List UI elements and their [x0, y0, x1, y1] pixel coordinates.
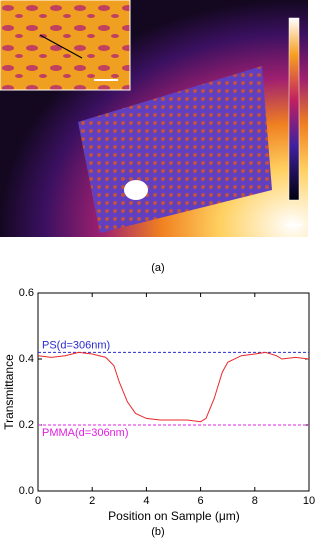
y-tick-label: 0.2 — [19, 419, 34, 431]
y-tick-label: 0.0 — [19, 485, 34, 497]
inset — [0, 0, 131, 91]
colorbar — [288, 17, 300, 201]
x-tick-label: 10 — [303, 495, 315, 507]
panel-label: (b) — [151, 526, 164, 538]
y-tick-label: 0.4 — [19, 353, 34, 365]
x-tick-label: 2 — [89, 495, 95, 507]
profile-line — [39, 34, 83, 59]
x-tick-label: 4 — [143, 495, 149, 507]
x-axis-label: Position on Sample (μm) — [108, 509, 240, 523]
x-tick-label: 6 — [198, 495, 204, 507]
panel-label: (a) — [151, 262, 164, 274]
x-tick-label: 8 — [252, 495, 258, 507]
micrograph — [0, 0, 308, 237]
y-axis-label: Transmittance — [2, 354, 16, 430]
bright-spot — [124, 180, 148, 200]
reference-label: PS(d=306nm) — [42, 339, 110, 351]
reference-label: PMMA(d=306nm) — [42, 427, 129, 439]
plot-frame — [37, 292, 310, 492]
y-tick-label: 0.6 — [19, 287, 34, 299]
x-tick-label: 0 — [35, 495, 41, 507]
figure: (a) (b) Transmittance Position on Sample… — [0, 0, 315, 538]
data-line — [37, 351, 310, 423]
